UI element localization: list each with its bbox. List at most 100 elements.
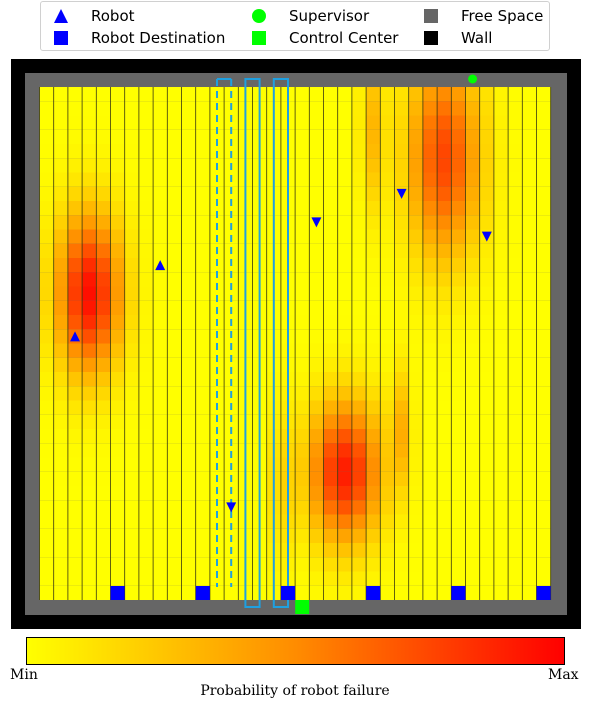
grid-cell	[479, 414, 494, 429]
grid-cell	[394, 372, 409, 387]
grid-cell	[422, 115, 438, 130]
grid-cell	[465, 386, 480, 401]
grid-cell	[408, 272, 423, 287]
grid-cell	[195, 186, 210, 201]
grid-cell	[493, 429, 509, 444]
grid-cell	[493, 557, 509, 572]
grid-cell	[422, 172, 438, 187]
grid-cell	[153, 571, 168, 586]
grid-cell	[323, 414, 338, 429]
grid-cell	[394, 144, 409, 159]
grid-cell	[110, 486, 125, 501]
grid-cell	[82, 557, 97, 572]
grid-cell	[437, 457, 452, 472]
grid-cell	[195, 258, 210, 273]
grid-cell	[493, 400, 509, 415]
grid-cell	[167, 543, 182, 558]
grid-cell	[536, 300, 551, 315]
grid-cell	[96, 272, 111, 287]
grid-cell	[181, 87, 196, 102]
grid-cell	[465, 571, 480, 586]
grid-cell	[181, 158, 196, 173]
grid-cell	[337, 343, 352, 358]
grid-cell	[224, 429, 239, 444]
grid-cell	[337, 315, 352, 330]
grid-cell	[366, 129, 381, 144]
grid-cell	[380, 172, 395, 187]
grid-cell	[167, 429, 182, 444]
grid-cell	[124, 585, 139, 600]
grid-cell	[53, 215, 68, 230]
grid-cell	[110, 258, 125, 273]
grid-cell	[351, 528, 367, 543]
grid-cell	[195, 315, 210, 330]
grid-cell	[67, 457, 83, 472]
grid-cell	[138, 372, 154, 387]
grid-cell	[138, 229, 154, 244]
grid-cell	[167, 571, 182, 586]
grid-cell	[110, 443, 125, 458]
grid-cell	[110, 400, 125, 415]
grid-cell	[309, 258, 324, 273]
grid-cell	[437, 543, 452, 558]
grid-cell	[138, 400, 154, 415]
grid-cell	[295, 429, 310, 444]
grid-cell	[351, 215, 367, 230]
grid-cell	[536, 543, 551, 558]
grid-cell	[422, 386, 438, 401]
grid-cell	[167, 343, 182, 358]
grid-cell	[53, 158, 68, 173]
grid-cell	[195, 300, 210, 315]
grid-cell	[508, 429, 523, 444]
grid-cell	[153, 528, 168, 543]
grid-cell	[138, 144, 154, 159]
grid-cell	[437, 557, 452, 572]
grid-cell	[366, 186, 381, 201]
grid-cell	[309, 129, 324, 144]
legend-label: Free Space	[461, 7, 544, 25]
grid-cell	[380, 201, 395, 216]
grid-cell	[380, 557, 395, 572]
grid-cell	[465, 101, 480, 116]
grid-cell	[82, 443, 97, 458]
square-icon	[423, 30, 439, 46]
colorbar-min-label: Min	[10, 667, 38, 683]
grid-cell	[522, 500, 537, 515]
grid-cell	[536, 343, 551, 358]
grid-cell	[422, 457, 438, 472]
grid-cell	[351, 457, 367, 472]
grid-cell	[110, 286, 125, 301]
grid-cell	[522, 215, 537, 230]
grid-cell	[39, 215, 54, 230]
grid-cell	[536, 471, 551, 486]
grid-cell	[82, 115, 97, 130]
grid-cell	[181, 386, 196, 401]
grid-cell	[195, 172, 210, 187]
grid-cell	[394, 343, 409, 358]
grid-cell	[309, 429, 324, 444]
grid-cell	[337, 414, 352, 429]
grid-cell	[96, 101, 111, 116]
grid-cell	[82, 286, 97, 301]
grid-cell	[82, 87, 97, 102]
grid-cell	[522, 229, 537, 244]
grid-cell	[493, 343, 509, 358]
grid-cell	[479, 201, 494, 216]
grid-cell	[351, 286, 367, 301]
grid-cell	[479, 429, 494, 444]
grid-cell	[167, 215, 182, 230]
grid-cell	[96, 500, 111, 515]
grid-cell	[508, 158, 523, 173]
grid-cell	[96, 258, 111, 273]
grid-cell	[337, 471, 352, 486]
grid-cell	[124, 528, 139, 543]
grid-cell	[224, 286, 239, 301]
grid-cell	[195, 357, 210, 372]
grid-cell	[323, 585, 338, 600]
grid-cell	[181, 400, 196, 415]
grid-cell	[408, 158, 423, 173]
grid-cell	[67, 115, 83, 130]
grid-cell	[138, 158, 154, 173]
grid-cell	[82, 486, 97, 501]
grid-cell	[181, 172, 196, 187]
